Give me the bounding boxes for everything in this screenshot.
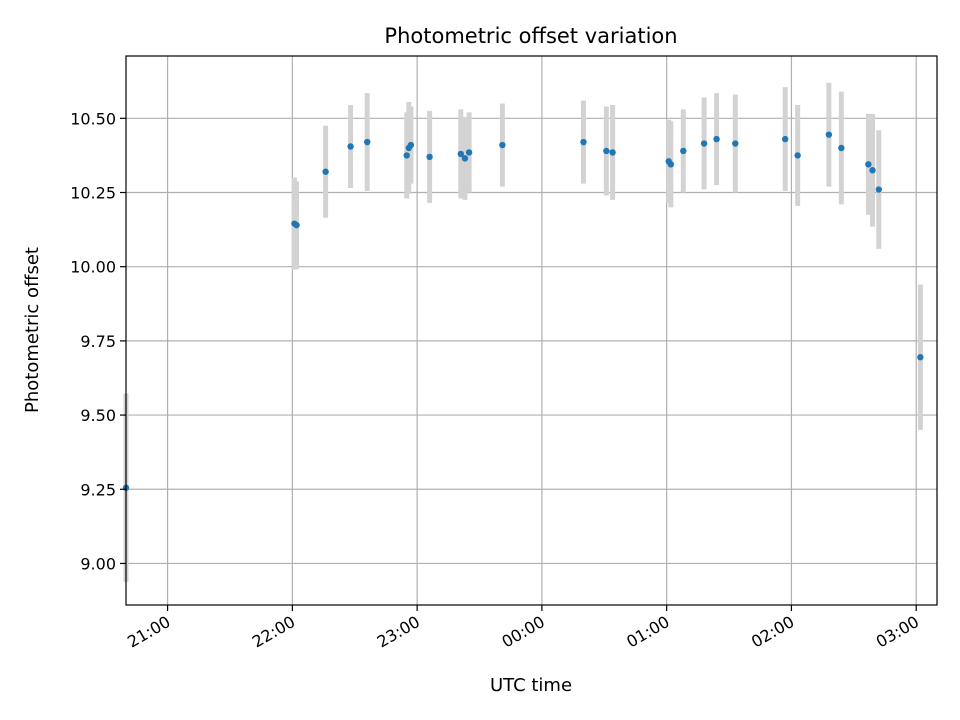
y-tick-label: 10.25 (70, 184, 116, 203)
data-point (794, 152, 801, 159)
data-point (875, 186, 882, 193)
data-point (293, 221, 300, 229)
data-point (700, 140, 708, 147)
y-tick-label: 9.00 (80, 554, 116, 573)
y-axis-label: Photometric offset (22, 247, 43, 413)
data-points (122, 131, 924, 491)
y-axis-ticks: 9.00 9.25 9.50 9.75 10.00 10.25 10.50 (70, 109, 126, 573)
chart-title: Photometric offset variation (384, 24, 677, 48)
data-point (322, 168, 329, 175)
y-tick-label: 9.25 (80, 480, 116, 499)
data-point (407, 141, 415, 149)
data-point (499, 141, 506, 149)
data-point (865, 161, 872, 168)
data-point (825, 131, 833, 138)
data-point (838, 144, 845, 152)
data-point (917, 354, 924, 361)
data-point (713, 135, 720, 143)
data-point (426, 153, 433, 161)
plot-frame (125, 55, 938, 606)
data-point (869, 167, 876, 174)
data-point (732, 140, 739, 147)
data-point (457, 150, 464, 158)
data-point (781, 135, 789, 143)
data-point (403, 152, 410, 159)
data-point (347, 143, 354, 150)
data-point (603, 147, 610, 155)
data-point (609, 149, 616, 156)
data-point (364, 138, 371, 146)
data-point (580, 138, 587, 146)
data-point (667, 161, 675, 168)
y-tick-label: 9.50 (80, 406, 116, 425)
data-point (465, 149, 473, 156)
x-axis-label: UTC time (490, 675, 572, 696)
y-tick-label: 9.75 (80, 332, 116, 351)
grid-lines (126, 56, 937, 605)
y-tick-label: 10.00 (70, 258, 116, 277)
y-tick-label: 10.50 (70, 109, 116, 128)
data-point (461, 155, 469, 162)
data-point (680, 147, 687, 155)
